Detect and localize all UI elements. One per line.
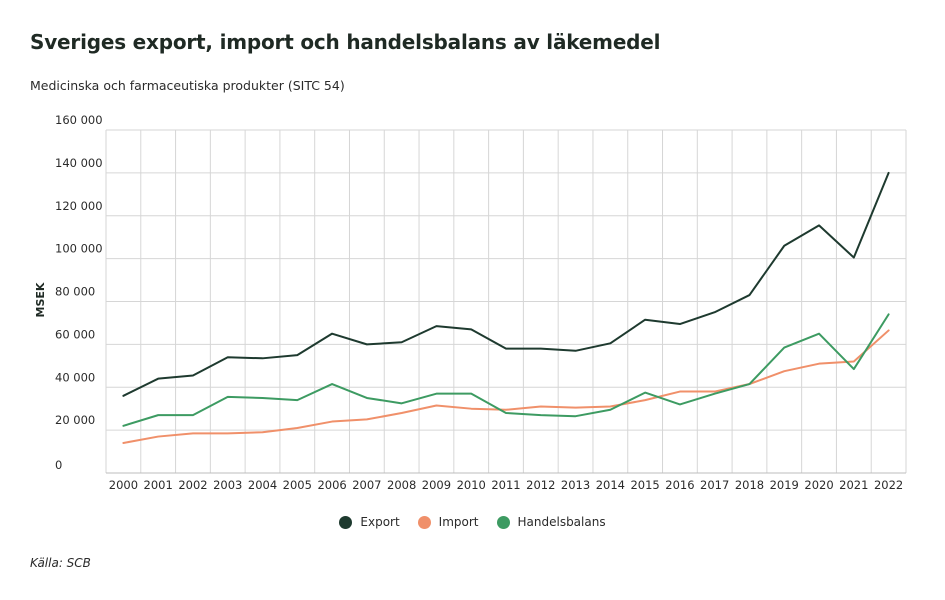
series-line-export (122, 171, 890, 397)
legend-label-export: Export (360, 515, 400, 529)
x-tick-label-2016: 2016 (665, 478, 694, 492)
legend-item-handelsbalans: Handelsbalans (496, 515, 606, 529)
y-tick-label-1: 20 000 (55, 413, 95, 427)
x-tick-label-2009: 2009 (422, 478, 451, 492)
x-tick-label-2006: 2006 (317, 478, 346, 492)
source-note: Källa: SCB (30, 556, 91, 570)
x-tick-label-2002: 2002 (178, 478, 207, 492)
x-tick-label-2014: 2014 (596, 478, 625, 492)
legend-marker-export (339, 515, 353, 529)
y-tick-label-7: 140 000 (55, 156, 103, 170)
y-tick-label-3: 60 000 (55, 327, 95, 341)
x-tick-label-2011: 2011 (491, 478, 520, 492)
x-tick-label-2004: 2004 (248, 478, 277, 492)
legend-item-import: Import (417, 515, 479, 529)
x-tick-label-2008: 2008 (387, 478, 416, 492)
x-tick-label-2001: 2001 (144, 478, 173, 492)
x-tick-label-2015: 2015 (630, 478, 659, 492)
chart-subtitle: Medicinska och farmaceutiska produkter (… (30, 78, 345, 93)
x-tick-label-2012: 2012 (526, 478, 555, 492)
grid (105, 129, 907, 474)
x-axis-ticks: 2000 2001 2002 2003 2004 2005 2006 2007 2008 2009… (109, 478, 903, 492)
legend-label-handelsbalans: Handelsbalans (517, 515, 606, 529)
y-tick-label-5: 100 000 (55, 242, 103, 256)
x-tick-label-2021: 2021 (839, 478, 868, 492)
legend-marker-import (417, 515, 431, 529)
x-tick-label-2000: 2000 (109, 478, 138, 492)
legend-label-import: Import (438, 515, 479, 529)
y-axis-ticks: 0 20 000 40 000 60 000 80 000 100 000 120 000 1… (55, 113, 103, 472)
series-line-handelsbalans (122, 313, 890, 427)
x-tick-label-2018: 2018 (735, 478, 764, 492)
x-tick-label-2010: 2010 (457, 478, 486, 492)
series-line-import (122, 329, 890, 444)
x-tick-label-2005: 2005 (283, 478, 312, 492)
y-tick-label-2: 40 000 (55, 370, 95, 384)
legend: Export Import Handelsbalans (0, 515, 945, 529)
x-tick-label-2003: 2003 (213, 478, 242, 492)
chart-title: Sveriges export, import och handelsbalan… (30, 30, 661, 54)
x-tick-label-2017: 2017 (700, 478, 729, 492)
y-tick-label-0: 0 (55, 458, 62, 472)
legend-marker-handelsbalans (496, 515, 510, 529)
x-tick-label-2022: 2022 (874, 478, 903, 492)
y-axis-label: MSEK (34, 282, 47, 317)
x-tick-label-2007: 2007 (352, 478, 381, 492)
legend-item-export: Export (339, 515, 400, 529)
y-tick-label-4: 80 000 (55, 285, 95, 299)
x-tick-label-2013: 2013 (561, 478, 590, 492)
series-lines (122, 171, 890, 444)
y-tick-label-6: 120 000 (55, 199, 103, 213)
y-tick-label-8: 160 000 (55, 113, 103, 127)
x-tick-label-2019: 2019 (770, 478, 799, 492)
x-tick-label-2020: 2020 (804, 478, 833, 492)
